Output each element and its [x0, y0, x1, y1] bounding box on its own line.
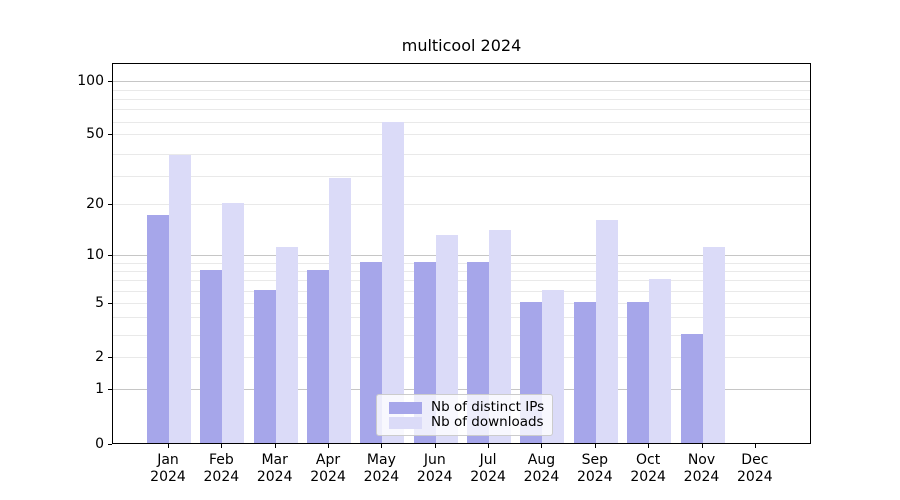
x-tick-label-jun: Jun 2024 [416, 452, 453, 485]
x-tick-mark-may [381, 444, 383, 448]
gridline-y-50 [113, 134, 810, 136]
gridline-y-5 [113, 302, 810, 304]
chart-title: multicool 2024 [401, 36, 522, 55]
x-tick-mark-mar [274, 444, 276, 448]
x-tick-label-oct: Oct 2024 [630, 452, 666, 485]
y-tick-mark-20 [108, 204, 112, 206]
x-tick-label-mar: Mar 2024 [256, 452, 293, 485]
bar-downloads-may [382, 121, 405, 443]
gridline-y-7 [113, 280, 810, 282]
gridline-y-8 [113, 270, 810, 272]
gridline-y-9 [113, 262, 810, 264]
x-tick-mark-nov [701, 444, 703, 448]
x-tick-label-jul: Jul 2024 [470, 452, 506, 485]
y-tick-mark-1 [108, 389, 112, 391]
gridline-y-29 [113, 176, 810, 178]
legend: Nb of distinct IPs Nb of downloads [376, 394, 553, 436]
y-tick-mark-50 [108, 134, 112, 136]
gridline-y-100 [113, 80, 810, 82]
gridline-y-39 [113, 153, 810, 155]
y-tick-label-2: 2 [95, 349, 104, 366]
x-tick-label-dec: Dec 2024 [737, 452, 773, 485]
legend-label-distinct-ips: Nb of distinct IPs [431, 399, 545, 415]
bar-ips-jan [147, 215, 169, 443]
gridline-y-69 [113, 109, 810, 111]
legend-item-downloads: Nb of downloads [389, 415, 544, 430]
x-tick-mark-jun [434, 444, 436, 448]
bar-ips-sep [573, 301, 596, 443]
bar-downloads-oct [649, 279, 672, 443]
x-tick-mark-sep [594, 444, 596, 448]
bar-ips-nov [680, 333, 703, 443]
gridline-y-3 [113, 334, 810, 336]
y-tick-mark-2 [108, 357, 112, 359]
bar-downloads-feb [222, 203, 245, 443]
gridline-y-1 [113, 389, 810, 391]
legend-item-distinct-ips: Nb of distinct IPs [389, 400, 544, 415]
y-tick-label-50: 50 [86, 126, 104, 143]
legend-label-downloads: Nb of downloads [431, 414, 544, 430]
legend-swatch-distinct-ips [389, 401, 422, 414]
bar-ips-feb [200, 270, 223, 443]
bar-downloads-mar [275, 247, 298, 443]
bar-downloads-apr [329, 177, 352, 443]
y-tick-mark-100 [108, 80, 112, 82]
bar-downloads-sep [595, 219, 618, 443]
y-tick-label-10: 10 [86, 247, 104, 264]
x-tick-mark-feb [221, 444, 223, 448]
bar-downloads-jul [489, 229, 512, 443]
gridline-y-2 [113, 357, 810, 359]
y-tick-mark-0 [108, 444, 112, 445]
y-tick-label-1: 1 [95, 381, 104, 398]
bar-downloads-jan [169, 154, 191, 443]
x-tick-mark-jul [488, 444, 490, 448]
legend-swatch-downloads [389, 416, 422, 429]
y-tick-mark-5 [108, 302, 112, 304]
x-tick-mark-apr [328, 444, 330, 448]
x-tick-label-jan: Jan 2024 [150, 452, 186, 485]
bar-ips-oct [627, 301, 650, 443]
y-tick-label-5: 5 [95, 294, 104, 311]
x-tick-label-may: May 2024 [363, 452, 400, 485]
gridline-y-10 [113, 255, 810, 257]
x-tick-mark-oct [648, 444, 650, 448]
gridline-y-4 [113, 317, 810, 319]
x-tick-label-nov: Nov 2024 [683, 452, 720, 485]
gridline-y-89 [113, 89, 810, 91]
bar-downloads-jun [435, 235, 458, 443]
plot-area [112, 63, 811, 444]
gridline-y-79 [113, 98, 810, 100]
y-tick-label-20: 20 [86, 196, 104, 213]
x-tick-mark-dec [754, 444, 756, 448]
x-tick-mark-aug [541, 444, 543, 448]
x-tick-label-feb: Feb 2024 [203, 452, 240, 485]
gridline-y-59 [113, 121, 810, 123]
x-tick-mark-jan [168, 444, 169, 448]
bar-downloads-nov [702, 247, 725, 443]
gridline-y-6 [113, 290, 810, 292]
bar-ips-mar [253, 289, 276, 443]
x-tick-label-aug: Aug 2024 [523, 452, 560, 485]
y-tick-label-100: 100 [77, 72, 104, 89]
y-tick-label-0: 0 [95, 436, 104, 452]
x-tick-label-apr: Apr 2024 [310, 452, 346, 485]
y-tick-mark-10 [108, 255, 112, 257]
gridline-y-20 [113, 204, 810, 206]
x-tick-label-sep: Sep 2024 [576, 452, 613, 485]
bar-ips-apr [307, 270, 330, 443]
